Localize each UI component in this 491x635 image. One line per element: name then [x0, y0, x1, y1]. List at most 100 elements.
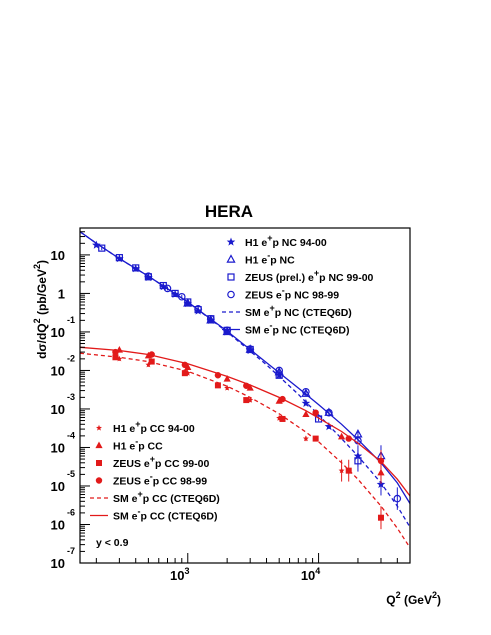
y-tick-label-exponent-4: -3 — [67, 392, 75, 402]
data-point-2-2 — [132, 264, 140, 272]
legend-nc-label-b-5: - — [270, 321, 273, 331]
legend-nc-label-a-3: ZEUS e — [245, 290, 282, 302]
x-tick-label-1: 104 — [301, 566, 320, 583]
y-tick-label-exponent-6: -5 — [67, 469, 75, 479]
legend-nc-label-c-1: p NC — [270, 255, 295, 267]
legend-cc-label-c-0: p CC 94-00 — [140, 423, 194, 435]
x-tick-label-0: 103 — [170, 566, 189, 583]
legend-cc-label-b-0: + — [135, 419, 140, 429]
x-axis-label-sup2: 2 — [432, 590, 437, 600]
y-axis-label: dσ/dQ2 (pb/GeV2) — [32, 260, 49, 359]
data-point-8-6 — [312, 435, 319, 442]
data-point-0-12 — [301, 398, 311, 407]
legend-nc-label-a-5: SM e — [245, 325, 270, 337]
x-tick-label-exponent-1: 4 — [315, 566, 320, 576]
legend-cc-marker-1 — [95, 441, 103, 449]
legend-nc-label-b-3: - — [282, 286, 285, 296]
x-axis-label: Q2 (GeV2) — [386, 590, 441, 607]
data-point-3-11 — [393, 494, 402, 503]
y-tick-label-1: 1 — [58, 286, 65, 301]
data-point-3-1 — [163, 284, 172, 293]
data-point-1-7 — [353, 429, 363, 438]
y-tick-label-exponent-2: -1 — [67, 315, 75, 325]
legend-nc-label-1: H1 e-p NC — [245, 251, 295, 267]
y-tick-label-exponent-8: -7 — [67, 546, 75, 556]
chart-title: HERA — [205, 202, 253, 221]
legend-nc-label-a-2: ZEUS (prel.) e — [245, 272, 314, 284]
legend-cc-label-b-2: + — [150, 454, 155, 464]
legend-nc-label-b-4: + — [270, 303, 275, 313]
y-tick-label-4: 10 — [51, 402, 65, 417]
plot-marks — [80, 231, 410, 549]
data-point-2-5 — [171, 289, 179, 298]
legend-nc-marker-3 — [227, 290, 235, 299]
legend-cc-label-a-4: SM e — [113, 493, 138, 505]
data-point-2-1 — [115, 254, 123, 262]
x-tick-label-exponent-0: 3 — [184, 566, 189, 576]
series-8 — [112, 354, 384, 530]
data-point-7-4 — [246, 384, 254, 391]
data-point-8-8 — [377, 514, 384, 521]
legend-cc-label-b-1: - — [135, 437, 138, 447]
legend-nc-label-c-3: p NC 98-99 — [285, 290, 339, 302]
y-tick-label-mantissa-2: 10 — [51, 325, 65, 340]
legend-nc-label-2: ZEUS (prel.) e+p NC 99-00 — [245, 268, 374, 284]
y-tick-label-mantissa-1: 1 — [58, 286, 65, 301]
data-point-8-3 — [214, 382, 221, 389]
legend-cc-label-1: H1 e-p CC — [113, 437, 163, 453]
data-point-3-0 — [144, 272, 153, 281]
legend-nc-label-c-2: p NC 99-00 — [319, 272, 373, 284]
y-tick-label-mantissa-8: 10 — [51, 556, 65, 571]
legend-nc-label-b-2: + — [314, 268, 319, 278]
legend-cc-label-4: SM e+p CC (CTEQ6D) — [113, 489, 220, 505]
data-point-7-6 — [302, 410, 310, 418]
legend-cc-marker-0 — [96, 424, 102, 431]
legend-cc-label-2: ZEUS e+p CC 99-00 — [113, 454, 209, 470]
legend-nc-marker-2 — [227, 273, 235, 281]
y-axis-label-sup2: 2 — [32, 264, 42, 269]
legend-cc-label-a-0: H1 e — [113, 423, 135, 435]
y-tick-label-mantissa-6: 10 — [51, 479, 65, 494]
legend-cc-label-5: SM e-p CC (CTEQ6D) — [113, 507, 218, 523]
series-11 — [80, 346, 410, 497]
data-point-7-7 — [338, 432, 346, 440]
legend-nc-label-c-5: p NC (CTEQ6D) — [273, 325, 350, 337]
x-tick-label-mantissa-0: 10 — [170, 568, 184, 583]
series-line-11 — [80, 346, 410, 497]
legend-cc-label-0: H1 e+p CC 94-00 — [113, 419, 195, 435]
y-tick-label-exponent-3: -2 — [67, 353, 75, 363]
data-point-8-4 — [243, 397, 250, 404]
data-point-3-5 — [223, 326, 231, 335]
y-axis-label-part3: ) — [35, 260, 49, 264]
legend-nc-label-a-0: H1 e — [245, 237, 267, 249]
series-line-10 — [80, 352, 410, 549]
data-point-3-2 — [177, 292, 186, 301]
data-point-3-3 — [194, 304, 202, 313]
legend-nc-marker-1 — [226, 254, 236, 263]
y-tick-label-mantissa-3: 10 — [51, 363, 65, 378]
data-point-2-12 — [314, 415, 323, 423]
data-point-6-0 — [116, 355, 123, 362]
data-point-2-6 — [184, 298, 192, 306]
y-tick-label-mantissa-5: 10 — [51, 440, 65, 455]
y-tick-label-mantissa-4: 10 — [51, 402, 65, 417]
legend-cc-label-3: ZEUS e-p CC 98-99 — [113, 472, 207, 488]
legend-nc-label-4: SM e+p NC (CTEQ6D) — [245, 303, 352, 319]
y-tick-label-mantissa-7: 10 — [51, 517, 65, 532]
y-axis-label-part1: dσ/dQ — [35, 323, 49, 359]
y-tick-label-7: 10 — [51, 517, 65, 532]
legend-cc-label-c-3: p CC 98-99 — [153, 476, 207, 488]
series-line-4 — [80, 231, 410, 528]
legend-cc-marker-2 — [96, 460, 102, 466]
data-point-6-3 — [224, 384, 231, 391]
legend-cc-label-c-1: p CC — [138, 441, 163, 453]
x-axis-label-part3: ) — [437, 593, 441, 607]
plot-frame — [79, 227, 411, 564]
y-tick-label-exponent-7: -6 — [67, 507, 75, 517]
x-axis-label-sup1: 2 — [396, 590, 401, 600]
legend-cc-label-b-3: - — [150, 472, 153, 482]
data-point-9-6 — [312, 409, 319, 416]
y-range-annotation: y < 0.9 — [96, 537, 129, 549]
